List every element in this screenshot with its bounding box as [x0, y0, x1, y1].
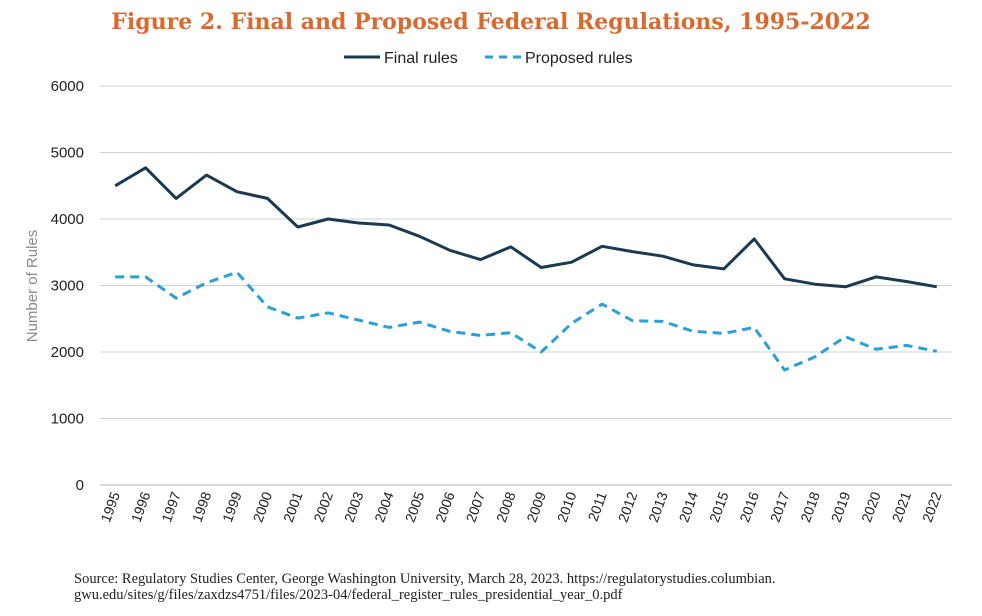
x-tick-label: 2019 — [828, 489, 854, 524]
x-tick-label: 2004 — [371, 489, 397, 524]
chart-title: Figure 2. Final and Proposed Federal Reg… — [111, 9, 871, 35]
x-tick-label: 2015 — [706, 489, 732, 524]
source-line-1: Source: Regulatory Studies Center, Georg… — [74, 571, 776, 587]
x-tick-label: 2010 — [554, 489, 580, 524]
y-axis-ticks: 0 1000 2000 3000 4000 5000 6000 — [51, 78, 84, 494]
y-tick-label: 4000 — [51, 211, 84, 228]
gridlines — [100, 85, 952, 486]
x-tick-label: 2014 — [675, 489, 701, 524]
source-note: Source: Regulatory Studies Center, Georg… — [74, 571, 954, 603]
x-tick-label: 2003 — [341, 489, 367, 524]
x-tick-label: 2009 — [523, 489, 549, 524]
y-tick-label: 0 — [76, 477, 84, 494]
y-tick-label: 5000 — [51, 145, 84, 162]
y-tick-label: 1000 — [51, 411, 84, 428]
x-tick-label: 1998 — [189, 489, 215, 524]
x-tick-label: 2011 — [585, 489, 610, 523]
x-tick-label: 2013 — [645, 489, 671, 524]
legend-proposed-label: Proposed rules — [525, 50, 633, 67]
x-tick-label: 2007 — [462, 489, 488, 524]
y-axis-label: Number of Rules — [24, 230, 41, 343]
y-tick-label: 2000 — [51, 344, 84, 361]
y-tick-label: 6000 — [51, 78, 84, 95]
x-tick-label: 2016 — [736, 489, 762, 524]
x-tick-label: 1996 — [128, 489, 154, 524]
x-tick-label: 2018 — [797, 489, 823, 524]
x-tick-label: 2008 — [493, 489, 519, 524]
x-axis-ticks: 1995 1996 1997 1998 1999 2000 2001 2002 2003 2004… — [97, 489, 944, 524]
proposed-rules-line — [115, 270, 938, 372]
x-tick-label: 2020 — [858, 489, 884, 524]
series-lines — [114, 166, 938, 372]
x-tick-label: 1995 — [97, 489, 123, 524]
x-tick-label: 2005 — [402, 489, 428, 524]
x-tick-label: 1999 — [219, 489, 245, 524]
x-tick-label: 1997 — [158, 489, 184, 524]
y-tick-label: 3000 — [51, 278, 84, 295]
x-tick-label: 2001 — [280, 489, 306, 524]
x-tick-label: 2000 — [249, 489, 275, 524]
x-tick-label: 2017 — [767, 489, 793, 524]
legend-final-label: Final rules — [384, 50, 458, 67]
x-tick-label: 2022 — [919, 489, 945, 524]
legend: Final rules Proposed rules — [344, 50, 633, 67]
x-tick-label: 2006 — [432, 489, 458, 524]
final-rules-line — [114, 166, 938, 289]
source-line-2: gwu.edu/sites/g/files/zaxdzs4751/files/2… — [74, 587, 623, 603]
x-tick-label: 2002 — [310, 489, 336, 524]
x-tick-label: 2012 — [615, 489, 641, 524]
x-tick-label: 2021 — [888, 489, 914, 524]
